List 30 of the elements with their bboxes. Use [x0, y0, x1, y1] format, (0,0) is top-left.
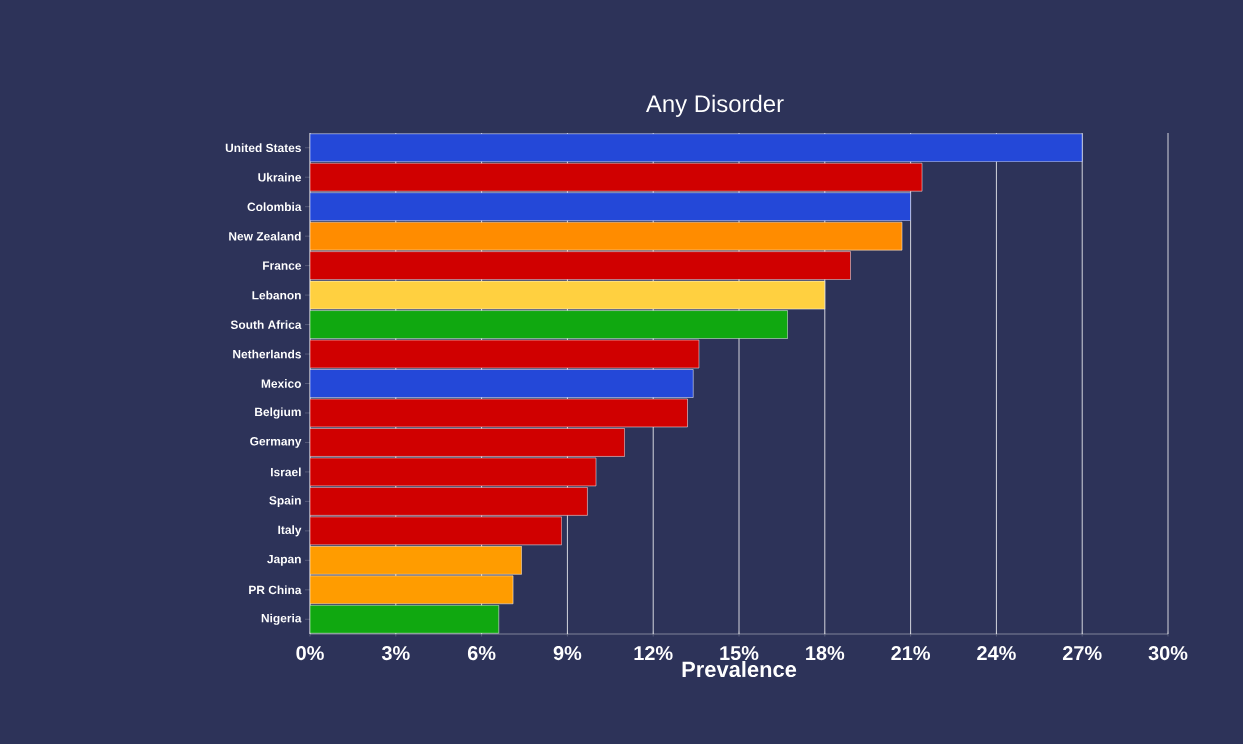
y-tick-label: PR China	[249, 585, 302, 595]
x-tick-label: 6%	[467, 646, 496, 661]
y-tick-label: Nigeria	[261, 613, 302, 625]
y-tick-label: New Zealand	[229, 231, 301, 241]
x-tick-label: 3%	[381, 646, 410, 661]
x-tick-label: 12%	[634, 646, 673, 661]
x-axis-title: Prevalence	[682, 660, 797, 678]
x-tick-label: 0%	[296, 646, 324, 661]
y-tick-label: Germany	[250, 437, 302, 448]
y-tick-label: Israel	[271, 467, 301, 477]
y-tick-label: Italy	[278, 525, 302, 537]
y-tick-label: Netherlands	[233, 349, 301, 359]
x-tick-label: 15%	[720, 646, 759, 661]
y-tick-label: United States	[225, 143, 301, 153]
x-tick-label: 24%	[977, 646, 1016, 661]
y-tick-label: South Africa	[230, 320, 302, 329]
y-tick-label: Lebanon	[252, 290, 301, 300]
y-tick-label: Colombia	[247, 202, 302, 212]
chart-title: Any Disorder	[645, 94, 784, 117]
x-tick-label: 27%	[1062, 646, 1102, 661]
y-tick-label: Ukraine	[258, 172, 302, 182]
y-tick-label: France	[263, 261, 302, 270]
x-tick-label: 21%	[891, 646, 931, 661]
y-tick-label: Belgium	[255, 407, 301, 419]
x-tick-label: 9%	[553, 646, 582, 661]
y-tick-label: Mexico	[261, 379, 301, 388]
y-tick-label: Spain	[269, 495, 301, 507]
y-tick-label: Japan	[267, 554, 301, 566]
x-tick-label: 18%	[806, 646, 845, 661]
x-tick-label: 30%	[1148, 646, 1188, 661]
